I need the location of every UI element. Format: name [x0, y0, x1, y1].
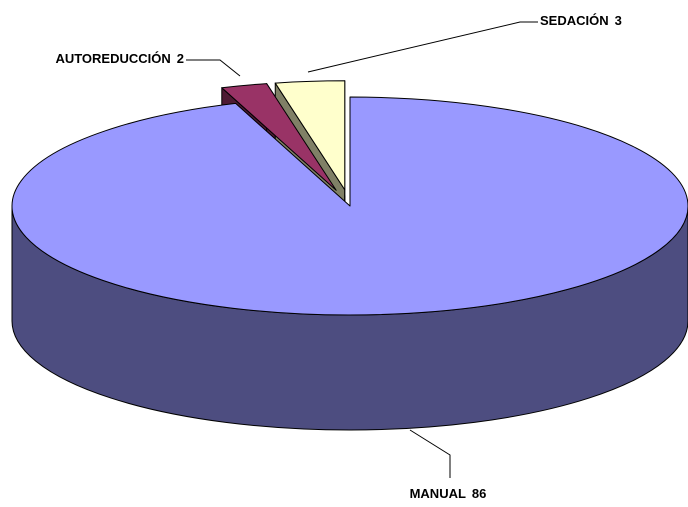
leader-line [186, 59, 241, 77]
leader-line [409, 429, 451, 478]
category-label: AUTOREDUCCIÓN [55, 51, 170, 66]
category-label: SEDACIÓN [540, 13, 609, 28]
category-label: MANUAL [410, 486, 466, 501]
data-label: AUTOREDUCCIÓN 2 [55, 51, 184, 66]
value-label: 3 [615, 13, 622, 28]
value-label: 86 [472, 486, 486, 501]
leader-line [307, 21, 538, 73]
slice [11, 96, 688, 316]
value-label: 2 [177, 51, 184, 66]
slice [274, 80, 346, 191]
data-label: SEDACIÓN 3 [540, 13, 622, 28]
slice [221, 83, 337, 191]
data-label: MANUAL 86 [410, 486, 487, 501]
